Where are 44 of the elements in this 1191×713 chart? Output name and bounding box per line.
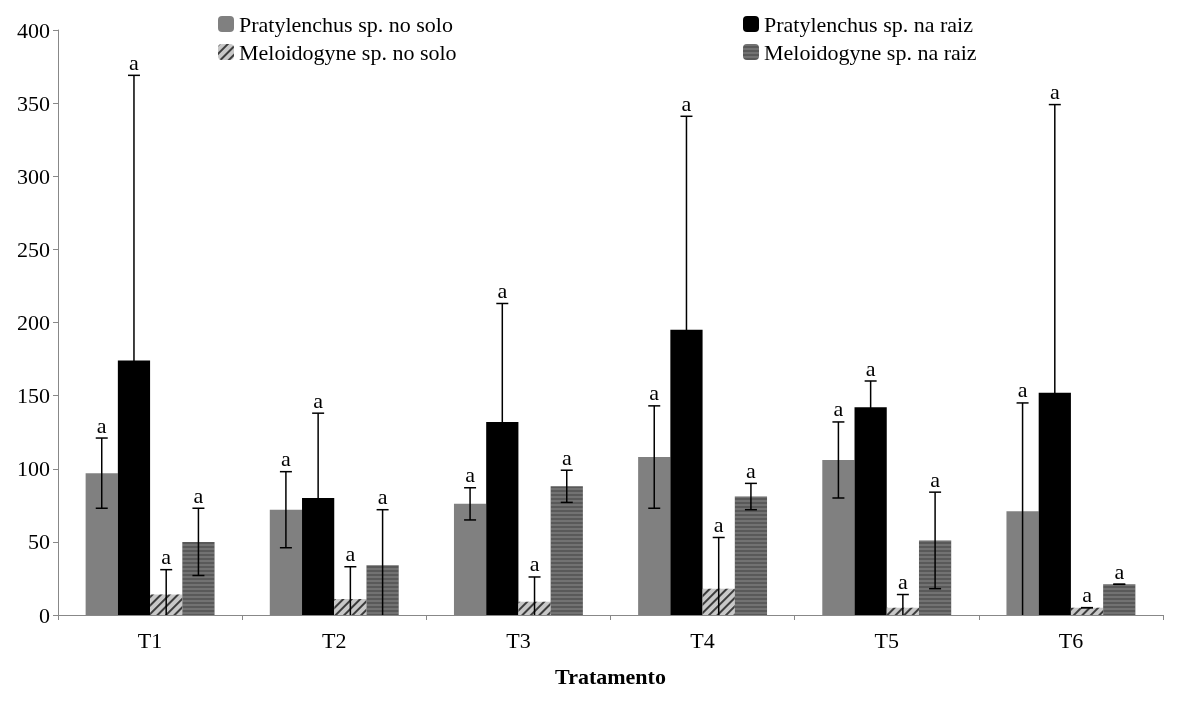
- annotation: a: [1082, 582, 1093, 608]
- y-tick-label: 50: [28, 529, 50, 555]
- y-tick-label: 200: [17, 310, 50, 335]
- annotation: a: [833, 396, 844, 422]
- annotation: a: [96, 412, 107, 438]
- y-tick-label: 0: [39, 602, 50, 628]
- x-tick-label: T4: [690, 627, 715, 653]
- y-tick-label: 100: [17, 456, 50, 482]
- annotation: a: [1114, 558, 1125, 584]
- x-axis-title: Tratamento: [555, 663, 666, 689]
- x-tick-label: T2: [322, 627, 347, 653]
- annotation: a: [649, 380, 660, 406]
- annotation: a: [313, 387, 324, 413]
- x-tick-label: T5: [874, 627, 899, 653]
- x-tick-label: T6: [1058, 627, 1084, 653]
- annotation: a: [561, 444, 572, 470]
- annotation: a: [465, 462, 476, 488]
- y-tick-label: 250: [17, 236, 50, 262]
- annotation: a: [193, 482, 204, 508]
- legend-label: Pratylenchus sp. na raiz: [764, 11, 974, 37]
- legend-label: Meloidogyne sp. no solo: [239, 39, 457, 65]
- annotation: a: [129, 49, 140, 75]
- y-tick-label: 150: [17, 383, 50, 409]
- annotation: a: [281, 446, 292, 472]
- annotation: a: [1017, 377, 1028, 403]
- annotation: a: [529, 551, 540, 577]
- x-tick-label: T1: [137, 627, 163, 653]
- annotation: a: [930, 466, 941, 492]
- legend-label: Meloidogyne sp. na raiz: [764, 39, 977, 65]
- annotation: a: [1049, 79, 1060, 105]
- annotation: a: [897, 569, 908, 595]
- legend-label: Pratylenchus sp. no solo: [239, 11, 453, 37]
- annotation: a: [345, 541, 356, 567]
- annotation: a: [497, 277, 508, 303]
- x-tick-label: T3: [506, 627, 531, 653]
- y-tick-label: 350: [17, 90, 50, 116]
- y-tick-label: 400: [17, 17, 50, 43]
- annotation: a: [746, 457, 757, 483]
- y-tick-label: 300: [17, 163, 50, 189]
- annotation: a: [161, 544, 172, 570]
- annotation: a: [865, 355, 876, 381]
- annotation: a: [681, 90, 692, 116]
- annotation: a: [713, 511, 724, 537]
- annotation: a: [377, 484, 388, 510]
